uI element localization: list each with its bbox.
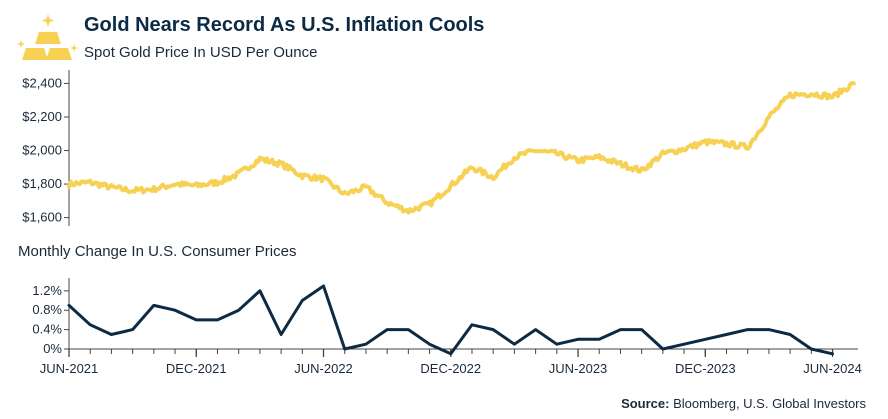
cpi-y-tick-label: 1.2%: [32, 283, 62, 298]
cpi-y-tick-label: 0%: [43, 341, 62, 356]
cpi-x-tick-label: JUN-2023: [549, 361, 608, 376]
gold-price-line: [67, 81, 856, 215]
gold-y-tick-label: $1,800: [22, 176, 62, 191]
source-text: Bloomberg, U.S. Global Investors: [669, 396, 866, 411]
cpi-x-tick-label: DEC-2022: [420, 361, 481, 376]
cpi-x-tick-label: DEC-2023: [675, 361, 736, 376]
cpi-panel: 0% 0.4% 0.8% 1.2% JUN-2021 DEC-2021 JUN-2022 DE…: [32, 278, 862, 376]
cpi-line: [67, 284, 834, 356]
gold-y-tick-label: $2,400: [22, 75, 62, 90]
cpi-x-tick-label: DEC-2021: [166, 361, 227, 376]
gold-y-tick-label: $2,200: [22, 109, 62, 124]
chart-title: Gold Nears Record As U.S. Inflation Cool…: [84, 14, 485, 36]
cpi-x-tick-label: JUN-2021: [40, 361, 99, 376]
sparkle-icon: [17, 14, 78, 52]
bottom-chart-subtitle: Monthly Change In U.S. Consumer Prices: [18, 243, 297, 260]
gold-bars-icon: [17, 14, 78, 60]
cpi-y-tick-label: 0.4%: [32, 322, 62, 337]
gold-y-tick-label: $2,000: [22, 143, 62, 158]
cpi-y-tick-label: 0.8%: [32, 302, 62, 317]
source-note: Source: Bloomberg, U.S. Global Investors: [621, 396, 866, 411]
chart-subtitle: Spot Gold Price In USD Per Ounce: [84, 44, 318, 61]
gold-price-panel: $1,600 $1,800 $2,000 $2,200 $2,400: [22, 70, 856, 226]
gold-y-tick-label: $1,600: [22, 210, 62, 225]
cpi-x-tick-label: JUN-2022: [294, 361, 353, 376]
cpi-x-tick-label: JUN-2024: [803, 361, 862, 376]
source-label: Source:: [621, 396, 670, 411]
